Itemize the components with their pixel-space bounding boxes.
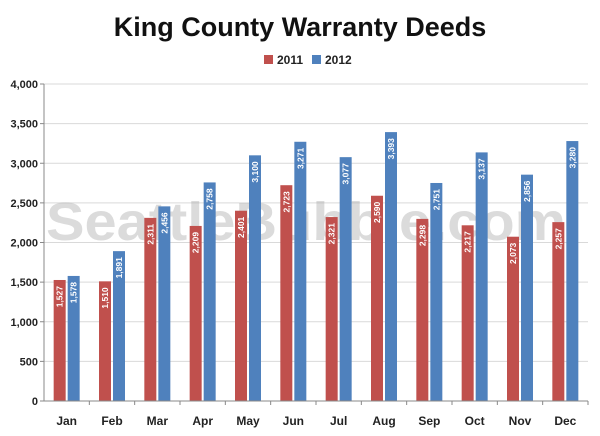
bar-2012-nov xyxy=(521,174,533,401)
y-tick-label: 500 xyxy=(20,356,38,368)
x-axis-ticks: Jan Feb Mar Apr May Jun Jul Aug Sep Oct Nov Dec xyxy=(56,401,589,428)
bar-2011-jun xyxy=(280,185,293,401)
bars-group: 1,527 1,578 1,510 1,891 2,311 2,456 2,209 2,758… xyxy=(53,132,579,402)
legend-swatch xyxy=(264,55,273,64)
data-label: 3,393 xyxy=(386,138,396,160)
y-tick-label: 2,000 xyxy=(10,238,38,250)
x-tick-label: Jan xyxy=(56,414,77,428)
data-label: 2,751 xyxy=(431,189,441,211)
data-label: 2,257 xyxy=(553,228,563,250)
legend-label: 2012 xyxy=(325,53,352,67)
y-tick-label: 4,000 xyxy=(10,79,38,91)
legend-swatch xyxy=(312,55,321,64)
bar-2012-feb xyxy=(113,251,125,401)
bar-2012-sep xyxy=(430,182,443,401)
bar-2011-aug xyxy=(371,195,383,401)
y-tick-label: 1,000 xyxy=(10,317,38,329)
x-tick-label: Apr xyxy=(192,414,213,428)
data-label: 2,311 xyxy=(145,224,155,245)
bar-2012-oct xyxy=(475,152,488,401)
x-tick-label: Dec xyxy=(554,414,576,428)
data-label: 2,401 xyxy=(236,216,246,238)
bar-2011-jan xyxy=(53,279,66,401)
data-label: 3,280 xyxy=(567,147,577,169)
data-label: 2,723 xyxy=(281,191,291,213)
x-tick-label: Jul xyxy=(330,414,347,428)
data-label: 1,510 xyxy=(100,287,110,309)
bar-2012-jun xyxy=(294,141,307,401)
data-label: 2,856 xyxy=(522,180,532,202)
x-tick-label: Mar xyxy=(147,414,169,428)
y-axis-ticks: 0 500 1,000 1,500 2,000 2,500 3,000 3,500 4,000 xyxy=(10,79,44,408)
x-tick-label: Jun xyxy=(283,414,304,428)
y-tick-label: 3,500 xyxy=(10,119,38,131)
bar-2011-oct xyxy=(461,225,474,401)
bar-2011-feb xyxy=(99,281,111,401)
data-label: 3,100 xyxy=(250,161,260,183)
chart-title: King County Warranty Deeds xyxy=(114,12,487,42)
x-tick-label: Oct xyxy=(465,414,485,428)
data-label: 2,758 xyxy=(205,188,215,210)
bar-2011-may xyxy=(235,210,247,401)
data-label: 3,137 xyxy=(477,158,487,180)
bar-2011-dec xyxy=(552,222,565,401)
data-label: 2,298 xyxy=(417,225,427,247)
data-label: 1,891 xyxy=(114,257,124,279)
bar-2012-dec xyxy=(566,141,579,401)
legend-label: 2011 xyxy=(277,53,303,67)
data-label: 2,456 xyxy=(159,212,169,234)
chart-legend: 2011 2012 xyxy=(264,53,352,67)
data-label: 2,073 xyxy=(508,242,518,264)
x-tick-label: Sep xyxy=(418,414,440,428)
bar-2012-aug xyxy=(385,132,397,402)
data-label: 2,209 xyxy=(191,232,201,254)
data-label: 1,578 xyxy=(69,282,79,304)
x-tick-label: May xyxy=(236,414,260,428)
bar-2012-may xyxy=(249,155,261,401)
bar-2011-nov xyxy=(507,236,519,401)
y-tick-label: 3,000 xyxy=(10,158,38,170)
data-label: 2,590 xyxy=(372,201,382,223)
bar-2011-apr xyxy=(189,225,202,401)
x-tick-label: Feb xyxy=(101,414,122,428)
bar-2011-mar xyxy=(144,217,157,401)
x-tick-label: Nov xyxy=(509,414,532,428)
data-label: 2,217 xyxy=(463,231,473,253)
bar-2012-apr xyxy=(203,182,216,401)
x-tick-label: Aug xyxy=(372,414,395,428)
bar-2011-jul xyxy=(325,217,338,401)
data-label: 3,077 xyxy=(341,163,351,185)
bar-2012-mar xyxy=(158,206,171,401)
data-label: 1,527 xyxy=(55,286,65,308)
bar-2012-jan xyxy=(67,275,80,401)
data-label: 3,271 xyxy=(295,148,305,170)
gridlines xyxy=(44,83,588,362)
bar-2012-jul xyxy=(339,157,352,401)
y-tick-label: 2,500 xyxy=(10,198,38,210)
bar-2011-sep xyxy=(416,218,429,401)
data-label: 2,321 xyxy=(327,223,337,245)
y-tick-label: 0 xyxy=(32,396,38,408)
y-tick-label: 1,500 xyxy=(10,277,38,289)
